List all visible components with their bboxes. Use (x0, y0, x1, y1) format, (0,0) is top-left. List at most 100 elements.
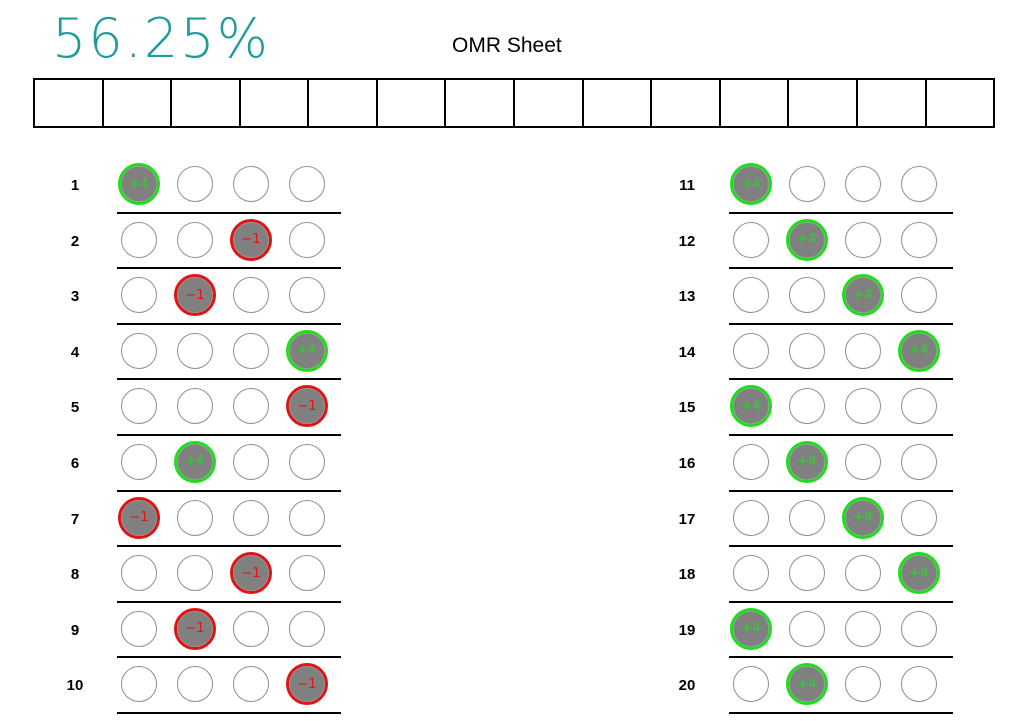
roll-number-box[interactable] (309, 80, 378, 126)
option-bubble[interactable] (901, 277, 937, 314)
row-divider (729, 489, 953, 492)
option-bubble[interactable] (289, 388, 325, 425)
roll-number-box[interactable] (652, 80, 721, 126)
option-bubble[interactable] (901, 499, 937, 536)
roll-number-box[interactable] (789, 80, 858, 126)
option-bubble[interactable] (733, 666, 769, 703)
option-bubble[interactable] (789, 499, 825, 536)
option-bubble[interactable] (121, 388, 157, 425)
option-bubble[interactable] (789, 277, 825, 314)
option-bubble[interactable] (733, 610, 769, 647)
option-bubble[interactable] (845, 388, 881, 425)
option-bubble[interactable] (845, 666, 881, 703)
option-bubble[interactable] (901, 666, 937, 703)
option-bubble[interactable] (177, 332, 213, 369)
option-bubble[interactable] (121, 610, 157, 647)
roll-number-box[interactable] (378, 80, 447, 126)
roll-number-box[interactable] (927, 80, 994, 126)
option-bubble[interactable] (733, 166, 769, 202)
option-bubble[interactable] (177, 388, 213, 425)
roll-number-box[interactable] (35, 80, 104, 126)
option-bubble[interactable] (789, 166, 825, 202)
option-bubble[interactable] (845, 499, 881, 536)
option-bubble[interactable] (901, 388, 937, 425)
option-bubble[interactable] (789, 221, 825, 258)
option-bubble[interactable] (121, 277, 157, 314)
option-bubble[interactable] (289, 666, 325, 703)
option-bubble[interactable] (901, 221, 937, 258)
option-bubble[interactable] (845, 166, 881, 202)
question-number: 8 (70, 566, 80, 584)
option-bubble[interactable] (733, 555, 769, 592)
option-bubble[interactable] (289, 166, 325, 202)
option-bubble[interactable] (789, 332, 825, 369)
option-bubble[interactable] (177, 277, 213, 314)
option-bubble[interactable] (901, 166, 937, 202)
option-bubble[interactable] (845, 610, 881, 647)
option-bubble[interactable] (789, 443, 825, 480)
option-bubble[interactable] (789, 666, 825, 703)
question-number: 4 (70, 343, 80, 361)
option-bubble[interactable] (233, 277, 269, 314)
roll-number-box[interactable] (858, 80, 927, 126)
option-bubble[interactable] (289, 610, 325, 647)
option-bubble[interactable] (121, 332, 157, 369)
roll-number-box[interactable] (721, 80, 790, 126)
option-bubble[interactable] (177, 666, 213, 703)
option-bubble[interactable] (233, 555, 269, 592)
option-bubble[interactable] (121, 166, 157, 202)
row-divider (117, 656, 341, 659)
option-bubble[interactable] (177, 443, 213, 480)
option-bubble[interactable] (121, 443, 157, 480)
option-bubble[interactable] (121, 666, 157, 703)
option-bubble[interactable] (233, 388, 269, 425)
question-number: 2 (70, 232, 80, 250)
option-bubble[interactable] (789, 555, 825, 592)
roll-number-box[interactable] (241, 80, 310, 126)
option-bubble[interactable] (177, 555, 213, 592)
option-bubble[interactable] (789, 610, 825, 647)
option-bubble[interactable] (121, 221, 157, 258)
roll-number-box[interactable] (104, 80, 173, 126)
option-bubble[interactable] (233, 610, 269, 647)
option-bubble[interactable] (733, 443, 769, 480)
option-bubble[interactable] (789, 388, 825, 425)
option-bubble[interactable] (901, 332, 937, 369)
option-bubble[interactable] (845, 443, 881, 480)
option-bubble[interactable] (233, 666, 269, 703)
option-bubble[interactable] (845, 221, 881, 258)
option-bubble[interactable] (901, 610, 937, 647)
option-bubble[interactable] (845, 277, 881, 314)
option-bubble[interactable] (233, 332, 269, 369)
option-bubble[interactable] (289, 332, 325, 369)
roll-number-box[interactable] (446, 80, 516, 126)
option-bubble[interactable] (733, 277, 769, 314)
option-bubble[interactable] (121, 555, 157, 592)
option-bubble[interactable] (845, 555, 881, 592)
roll-number-box[interactable] (515, 80, 584, 126)
option-bubble[interactable] (733, 388, 769, 425)
row-divider (117, 211, 341, 214)
option-bubble[interactable] (901, 555, 937, 592)
option-bubble[interactable] (733, 499, 769, 536)
roll-number-box[interactable] (172, 80, 241, 126)
option-bubble[interactable] (845, 332, 881, 369)
option-bubble[interactable] (233, 166, 269, 202)
option-bubble[interactable] (233, 499, 269, 536)
option-bubble[interactable] (177, 166, 213, 202)
option-bubble[interactable] (733, 332, 769, 369)
option-bubble[interactable] (233, 221, 269, 258)
option-bubble[interactable] (289, 277, 325, 314)
option-bubble[interactable] (289, 443, 325, 480)
option-bubble[interactable] (289, 221, 325, 258)
option-bubble[interactable] (289, 555, 325, 592)
option-bubble[interactable] (121, 499, 157, 536)
option-bubble[interactable] (177, 221, 213, 258)
option-bubble[interactable] (177, 499, 213, 536)
option-bubble[interactable] (733, 221, 769, 258)
roll-number-box[interactable] (584, 80, 653, 126)
option-bubble[interactable] (901, 443, 937, 480)
option-bubble[interactable] (233, 443, 269, 480)
option-bubble[interactable] (289, 499, 325, 536)
option-bubble[interactable] (177, 610, 213, 647)
